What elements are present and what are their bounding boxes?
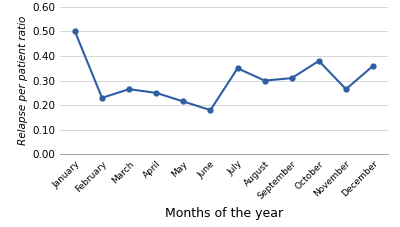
Y-axis label: Relapse per patient ratio: Relapse per patient ratio <box>18 16 28 145</box>
X-axis label: Months of the year: Months of the year <box>165 207 283 220</box>
